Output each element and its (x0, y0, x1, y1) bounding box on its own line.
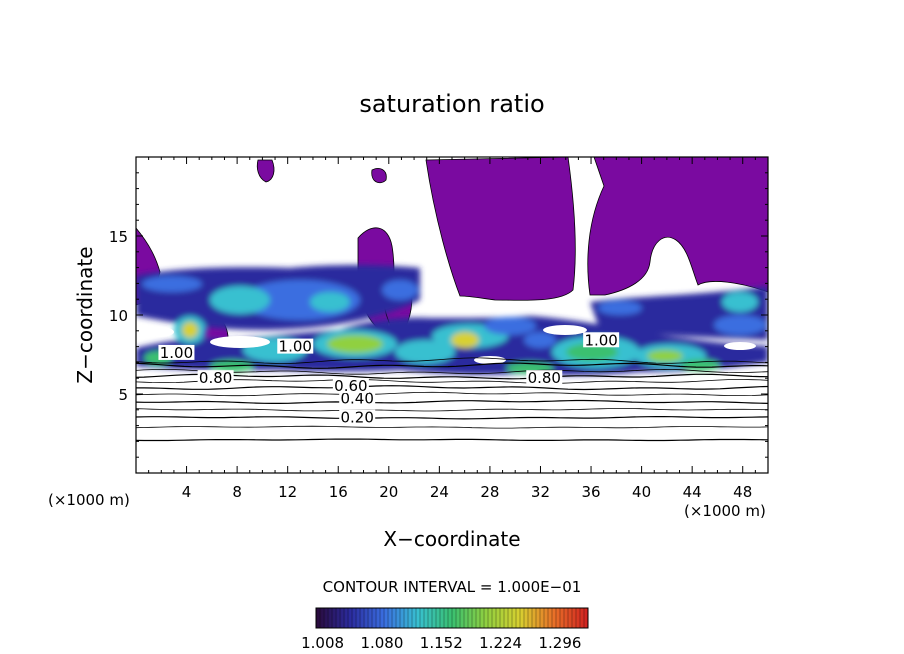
x-tick-label-5: 24 (430, 483, 449, 501)
x-tick-label-4: 20 (379, 483, 398, 501)
contour-label-bg-0 (339, 409, 376, 425)
contour-label-bg-6 (583, 332, 620, 348)
cloud-gaps (146, 325, 756, 364)
x-tick-label-2: 12 (278, 483, 297, 501)
x-tick-label-10: 44 (683, 483, 702, 501)
contour-label-4: 0.80 (528, 369, 561, 387)
x-tick-label-6: 28 (480, 483, 499, 501)
colorbar-tick-label-4: 1.296 (538, 634, 581, 652)
colorbar-tick-label-2: 1.152 (420, 634, 463, 652)
contour-label-5: 1.00 (160, 344, 193, 362)
y-axis: 5 10 15 (109, 172, 768, 458)
x-axis: 4 8 12 16 20 24 28 32 36 40 44 48 (148, 157, 756, 501)
contour-label-bg-7 (277, 338, 314, 354)
x-axis-label: X−coordinate (383, 527, 520, 551)
contour-labels: 0.200.400.60 0.80 0.80 1.00 1.00 1.00 (158, 331, 620, 427)
contour-label-bg-3 (197, 370, 234, 386)
contour-label-bg-2 (332, 378, 369, 394)
contour-line-9 (136, 368, 768, 375)
contour-label-7: 1.00 (279, 338, 312, 356)
colorbar-tick-label-1: 1.080 (360, 634, 403, 652)
contour-label-bg-5 (158, 344, 195, 360)
cloud-layer (136, 265, 768, 376)
y-tick-label-0: 5 (118, 386, 128, 404)
y-tick-label-2: 15 (109, 228, 128, 246)
contour-line-5 (136, 391, 768, 397)
contour-line-1 (136, 425, 768, 429)
x-tick-label-0: 4 (182, 483, 192, 501)
contour-interval-text: CONTOUR INTERVAL = 1.000E−01 (323, 578, 582, 596)
contour-line-11 (136, 357, 768, 364)
x-tick-label-11: 48 (733, 483, 752, 501)
x-unit-left: (×1000 m) (48, 491, 130, 509)
contour-line-2 (136, 416, 768, 420)
y-axis-label: Z−coordinate (73, 246, 97, 383)
contour-label-1: 0.40 (340, 390, 373, 408)
chart-title: saturation ratio (359, 90, 544, 118)
colorbar-tick-label-3: 1.224 (479, 634, 522, 652)
contour-line-3 (136, 408, 768, 412)
x-tick-label-1: 8 (232, 483, 242, 501)
y-tick-label-1: 10 (109, 307, 128, 325)
contour-line-8 (136, 373, 768, 380)
x-tick-label-3: 16 (329, 483, 348, 501)
colorbar-tick-label-0: 1.008 (301, 634, 344, 652)
x-tick-label-7: 32 (531, 483, 550, 501)
x-tick-label-8: 36 (581, 483, 600, 501)
contour-label-bg-4 (526, 370, 563, 386)
colorbar-ticks: 1.008 1.080 1.152 1.224 1.296 (301, 608, 589, 652)
plot-area (136, 157, 768, 473)
contour-lines (136, 357, 768, 442)
contour-label-3: 0.80 (199, 369, 232, 387)
contour-line-0 (136, 438, 768, 442)
contour-label-6: 1.00 (584, 331, 617, 349)
contour-label-2: 0.60 (334, 377, 367, 395)
contour-label-bg-1 (339, 390, 376, 406)
contour-line-6 (136, 385, 768, 391)
contour-line-10 (136, 362, 768, 369)
contour-label-0: 0.20 (340, 409, 373, 427)
x-tick-label-9: 40 (632, 483, 651, 501)
contour-line-4 (136, 399, 768, 404)
x-unit-right: (×1000 m) (684, 502, 766, 520)
contour-line-7 (136, 379, 768, 384)
